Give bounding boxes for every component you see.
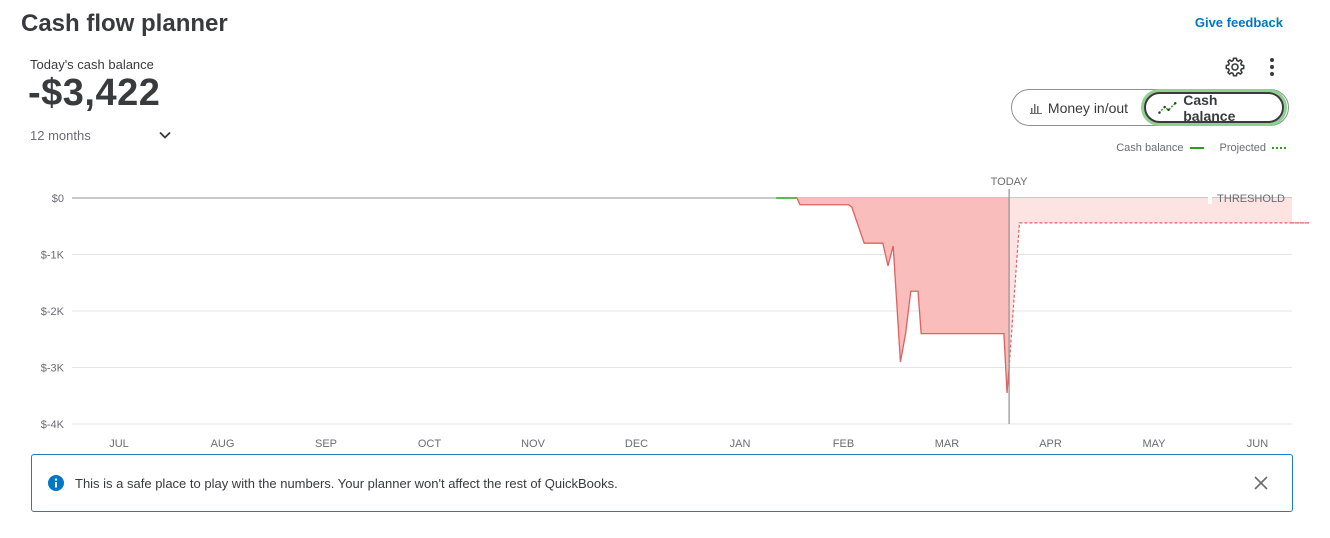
x-tick-label: AUG bbox=[211, 438, 235, 450]
cash-balance-chart: $0 $-1K $-2K $-3K $-4K JUL AUG SEP OCT NOV DEC JAN F… bbox=[0, 165, 1330, 455]
cash-balance-chart-svg: $0 $-1K $-2K $-3K $-4K JUL AUG SEP OCT NOV DEC JAN F… bbox=[41, 176, 1310, 450]
threshold-label-gap bbox=[1208, 192, 1212, 204]
close-icon bbox=[1254, 476, 1268, 490]
x-tick-label: APR bbox=[1039, 438, 1062, 450]
chart-legend: Cash balance Projected bbox=[1116, 142, 1286, 154]
gear-icon bbox=[1225, 57, 1245, 77]
info-banner-message: This is a safe place to play with the nu… bbox=[75, 475, 618, 491]
y-tick-label: $-3K bbox=[41, 363, 65, 375]
chart-view-toggle: Money in/out Cash balance bbox=[1011, 89, 1289, 126]
x-tick-label: NOV bbox=[521, 438, 546, 450]
legend-cash-balance: Cash balance bbox=[1116, 142, 1204, 154]
cash-balance-toggle-label: Cash balance bbox=[1183, 91, 1236, 124]
y-tick-label: $0 bbox=[52, 193, 64, 205]
x-tick-label: JUL bbox=[109, 438, 129, 450]
more-options-button[interactable] bbox=[1260, 54, 1284, 80]
chevron-down-icon bbox=[159, 131, 171, 139]
legend-projected: Projected bbox=[1220, 142, 1286, 154]
x-tick-label: OCT bbox=[418, 438, 442, 450]
page-title: Cash flow planner bbox=[21, 10, 228, 37]
x-tick-label: JAN bbox=[730, 438, 751, 450]
x-tick-label: MAY bbox=[1142, 438, 1166, 450]
bar-chart-icon bbox=[1029, 103, 1042, 114]
x-tick-label: SEP bbox=[315, 438, 337, 450]
line-chart-icon bbox=[1158, 101, 1177, 114]
cash-balance-toggle[interactable]: Cash balance bbox=[1144, 91, 1284, 124]
projected-area bbox=[1009, 198, 1310, 368]
solid-line-swatch-icon bbox=[1189, 147, 1204, 149]
period-selected-value: 12 months bbox=[30, 127, 91, 143]
cash-balance-label: Today's cash balance bbox=[30, 57, 154, 72]
legend-cash-balance-label: Cash balance bbox=[1116, 142, 1184, 154]
dotted-line-swatch-icon bbox=[1272, 147, 1286, 149]
money-in-out-toggle[interactable]: Money in/out bbox=[1014, 92, 1144, 123]
x-tick-label: DEC bbox=[625, 438, 648, 450]
projected-line bbox=[1008, 222, 1310, 368]
x-tick-label: JUN bbox=[1247, 438, 1268, 450]
info-banner: This is a safe place to play with the nu… bbox=[31, 454, 1293, 512]
give-feedback-link[interactable]: Give feedback bbox=[1194, 15, 1283, 30]
y-tick-label: $-1K bbox=[41, 250, 65, 262]
y-tick-label: $-2K bbox=[41, 306, 65, 318]
cash-balance-line bbox=[796, 197, 1010, 393]
close-banner-button[interactable] bbox=[1246, 468, 1276, 498]
cash-balance-area bbox=[776, 198, 1010, 393]
legend-projected-label: Projected bbox=[1219, 142, 1266, 154]
info-icon bbox=[48, 475, 64, 491]
period-dropdown[interactable]: 12 months bbox=[30, 124, 172, 146]
cash-balance-value: -$3,422 bbox=[28, 72, 161, 114]
threshold-label: THRESHOLD bbox=[1217, 193, 1285, 205]
y-tick-label: $-4K bbox=[41, 419, 65, 431]
x-tick-label: FEB bbox=[833, 438, 854, 450]
x-tick-label: MAR bbox=[935, 438, 960, 450]
kebab-menu-icon bbox=[1270, 58, 1274, 76]
money-in-out-label: Money in/out bbox=[1047, 99, 1129, 116]
today-label: TODAY bbox=[991, 176, 1029, 188]
settings-button[interactable] bbox=[1222, 54, 1248, 80]
